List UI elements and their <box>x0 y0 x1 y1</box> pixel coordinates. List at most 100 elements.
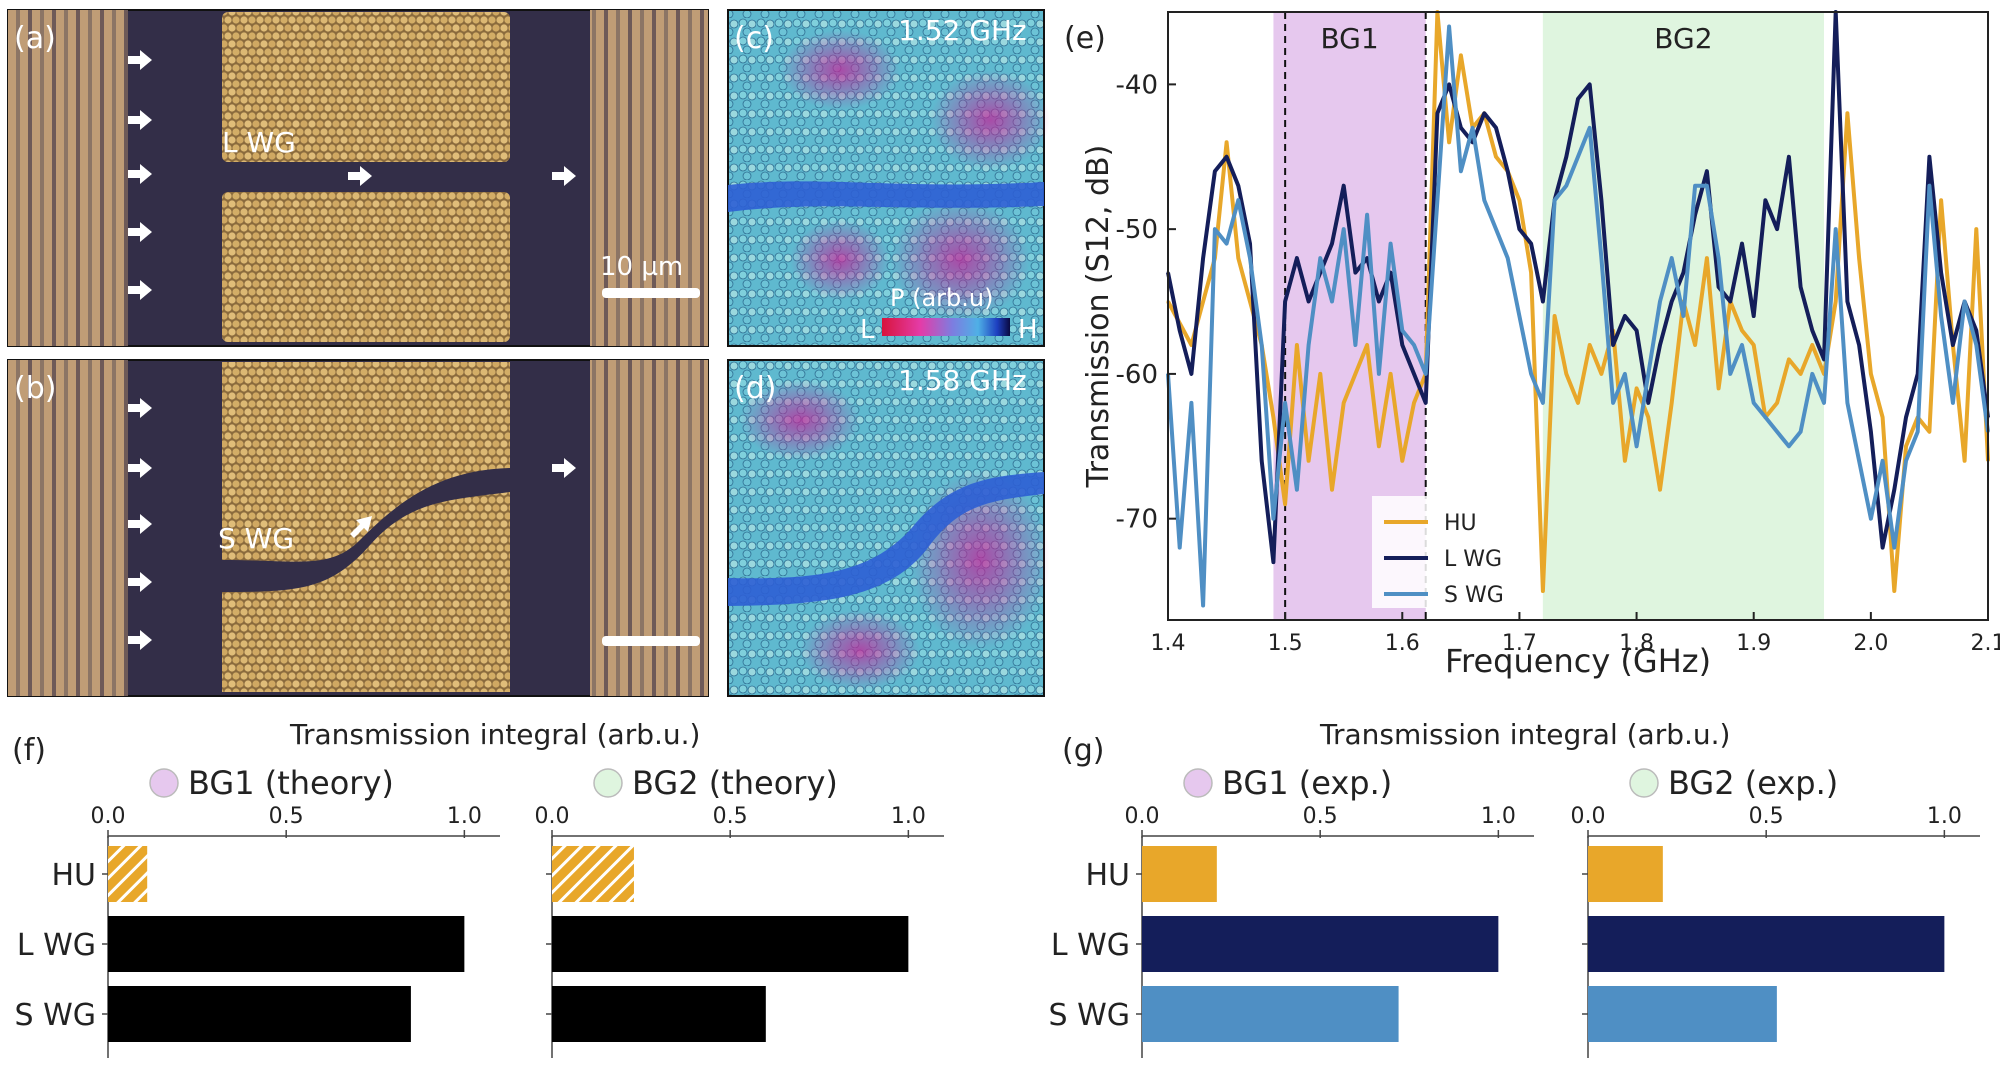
scale-bar-label: 10 µm <box>600 252 683 282</box>
data-point <box>1846 401 1849 405</box>
data-point <box>1834 300 1838 303</box>
data-point <box>1728 372 1732 376</box>
data-point <box>1974 227 1978 231</box>
data-point <box>1904 415 1908 419</box>
data-point <box>1646 415 1650 419</box>
data-point <box>1963 459 1966 463</box>
data-point <box>1799 430 1802 434</box>
data-point <box>1787 358 1791 361</box>
bar-l-wg <box>1142 916 1499 972</box>
data-point <box>1225 242 1228 246</box>
data-point <box>1787 444 1791 448</box>
data-point <box>1717 285 1720 289</box>
panel-g-title: Transmission integral (arb.u.) <box>1319 718 1730 751</box>
data-point <box>1272 415 1275 419</box>
data-point <box>1752 401 1756 405</box>
transmission-chart: (e) BG1 BG2 1.4 1.5 1.6 1.7 1.8 1.9 2.0 2.1 -40 -50… <box>1064 10 2000 680</box>
x-tick-label: 0.5 <box>269 804 304 829</box>
data-point <box>1330 488 1334 492</box>
data-point <box>1412 343 1416 347</box>
data-point <box>1810 329 1814 332</box>
arrow-icon <box>552 458 576 478</box>
data-point <box>1857 256 1861 260</box>
y-tick-label: -50 <box>1116 215 1158 245</box>
scale-bar <box>602 288 700 298</box>
colorbar-high: H <box>1018 315 1038 345</box>
data-point <box>1728 300 1732 303</box>
data-point <box>1295 343 1299 347</box>
data-point <box>1588 82 1592 86</box>
data-point <box>1506 256 1510 260</box>
data-point <box>1764 198 1767 202</box>
scale-bar <box>602 636 700 646</box>
arrow-icon <box>128 630 152 650</box>
bar-l-wg <box>108 916 465 972</box>
data-point <box>1365 256 1369 260</box>
data-point <box>1740 329 1744 332</box>
data-point <box>1963 300 1966 303</box>
x-tick-label: 2.1 <box>1971 631 2000 656</box>
data-point <box>1635 444 1638 448</box>
data-point <box>1928 430 1931 434</box>
x-tick-label: 1.8 <box>1619 631 1654 656</box>
data-point <box>1447 82 1451 86</box>
panel-label-d: (d) <box>734 371 776 406</box>
colorbar-title: P (arb.u) <box>890 284 993 312</box>
arrow-icon <box>128 514 152 534</box>
band-label: BG2 <box>1654 22 1712 55</box>
arrow-icon <box>128 572 152 592</box>
data-point <box>1635 386 1638 390</box>
x-tick-label: 0.0 <box>1125 804 1160 829</box>
x-tick-label: 0.5 <box>1303 804 1338 829</box>
data-point <box>1576 97 1580 101</box>
data-point <box>1693 343 1697 347</box>
x-tick-label: 0.0 <box>91 804 126 829</box>
y-tick-label: -40 <box>1116 70 1158 100</box>
data-point <box>1939 198 1943 202</box>
data-point <box>1248 300 1252 303</box>
data-point <box>1236 198 1240 202</box>
data-point <box>1529 372 1533 376</box>
data-point <box>1951 401 1955 405</box>
x-tick-label: 1.9 <box>1736 631 1771 656</box>
data-point <box>1799 372 1802 376</box>
data-point <box>1260 459 1264 463</box>
arrow-icon <box>128 50 152 70</box>
data-point <box>1600 256 1603 260</box>
data-point <box>1283 502 1287 506</box>
data-point <box>1658 488 1662 492</box>
x-tick-label: 1.0 <box>1481 804 1516 829</box>
chart-title: BG2 (exp.) <box>1668 764 1838 802</box>
bar-s-wg <box>1588 986 1777 1042</box>
data-point <box>1529 271 1533 274</box>
data-point <box>1400 343 1404 347</box>
data-point <box>1705 169 1709 173</box>
data-point <box>1682 314 1685 318</box>
data-point <box>1225 140 1228 144</box>
data-point <box>1190 401 1193 405</box>
panel-label-c: (c) <box>734 21 774 56</box>
x-tick-label: 0.5 <box>1749 804 1784 829</box>
data-point <box>1330 242 1334 246</box>
data-point <box>1553 314 1556 318</box>
y-tick-label: -70 <box>1116 505 1158 535</box>
data-point <box>1553 198 1556 202</box>
bar-hu <box>552 846 634 902</box>
data-point <box>1857 343 1861 347</box>
arrow-icon <box>128 164 152 184</box>
chart-title: BG1 (exp.) <box>1222 764 1392 802</box>
data-point <box>1588 343 1592 347</box>
data-point <box>1822 358 1826 361</box>
data-point <box>1869 517 1873 521</box>
panel-d: (d) 1.58 GHz <box>727 359 1050 697</box>
data-point <box>1447 25 1451 28</box>
data-point <box>1541 589 1545 593</box>
arrow-icon <box>128 222 152 242</box>
panel-label-g: (g) <box>1062 733 1104 768</box>
data-point <box>1482 111 1486 115</box>
data-point <box>1260 343 1264 347</box>
data-point <box>1600 198 1603 202</box>
bar-hu <box>1142 846 1217 902</box>
data-point <box>1892 546 1896 550</box>
